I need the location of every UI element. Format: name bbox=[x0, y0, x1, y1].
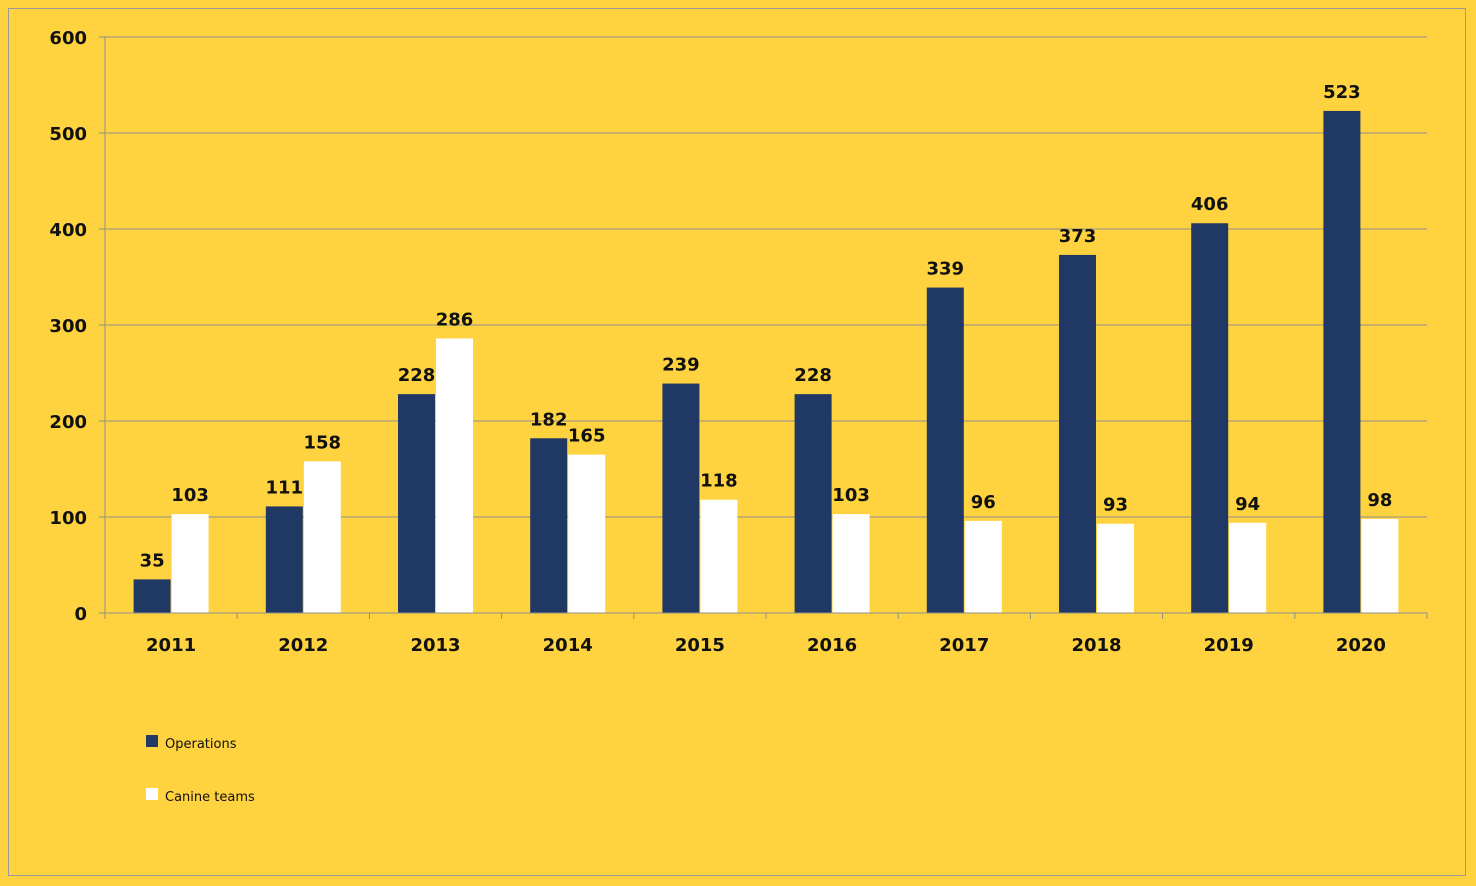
y-tick-label-300: 300 bbox=[49, 316, 87, 337]
y-tick-label-0: 0 bbox=[74, 604, 87, 625]
x-tick-label-2015: 2015 bbox=[675, 635, 725, 656]
x-tick-label-2012: 2012 bbox=[278, 635, 328, 656]
data-label-canine-teams-2013: 286 bbox=[436, 309, 474, 330]
data-label-operations-2015: 239 bbox=[662, 355, 700, 376]
bar-canine-teams-2016 bbox=[832, 514, 870, 613]
bar-operations-2012 bbox=[265, 506, 303, 613]
data-label-canine-teams-2016: 103 bbox=[832, 485, 870, 506]
bar-operations-2014 bbox=[530, 438, 568, 613]
bar-canine-teams-2020 bbox=[1361, 518, 1399, 613]
data-label-canine-teams-2020: 98 bbox=[1367, 490, 1392, 511]
legend-label-operations: Operations bbox=[165, 737, 237, 752]
legend-swatch-canine-teams bbox=[146, 788, 158, 800]
chart-border bbox=[8, 8, 1466, 876]
data-label-operations-2014: 182 bbox=[530, 409, 568, 430]
data-label-operations-2018: 373 bbox=[1059, 226, 1097, 247]
x-tick-label-2014: 2014 bbox=[543, 635, 593, 656]
legend: Operations Canine teams bbox=[146, 735, 255, 805]
bar-operations-2015 bbox=[662, 383, 700, 613]
data-label-canine-teams-2011: 103 bbox=[171, 485, 209, 506]
axes: 0 100 200 300 400 500 600 2011 2012 2013 2014 2015 2… bbox=[49, 28, 1428, 656]
x-tick-label-2011: 2011 bbox=[146, 635, 196, 656]
data-label-canine-teams-2012: 158 bbox=[304, 432, 342, 453]
x-tick-label-2019: 2019 bbox=[1204, 635, 1254, 656]
legend-swatch-operations bbox=[146, 735, 158, 747]
data-label-canine-teams-2018: 93 bbox=[1103, 495, 1128, 516]
bar-canine-teams-2014 bbox=[568, 454, 606, 613]
data-label-operations-2020: 523 bbox=[1323, 82, 1361, 103]
y-tick-label-600: 600 bbox=[49, 28, 87, 49]
data-label-canine-teams-2015: 118 bbox=[700, 471, 738, 492]
data-label-canine-teams-2019: 94 bbox=[1235, 494, 1260, 515]
bar-canine-teams-2011 bbox=[171, 514, 209, 613]
bar-operations-2018 bbox=[1059, 254, 1096, 614]
data-label-operations-2019: 406 bbox=[1191, 194, 1229, 215]
bar-canine-teams-2018 bbox=[1097, 523, 1134, 613]
x-tick-label-2013: 2013 bbox=[410, 635, 460, 656]
data-label-operations-2011: 35 bbox=[140, 550, 165, 571]
x-tick-label-2018: 2018 bbox=[1071, 635, 1121, 656]
bar-operations-2019 bbox=[1191, 223, 1229, 614]
data-label-operations-2017: 339 bbox=[927, 259, 965, 280]
bar-canine-teams-2015 bbox=[700, 499, 738, 613]
data-label-operations-2013: 228 bbox=[398, 365, 436, 386]
bars bbox=[133, 110, 1399, 614]
data-label-canine-teams-2014: 165 bbox=[568, 426, 606, 447]
data-label-operations-2012: 111 bbox=[266, 477, 304, 498]
bar-operations-2020 bbox=[1323, 110, 1361, 614]
data-label-operations-2016: 228 bbox=[794, 365, 832, 386]
data-label-canine-teams-2017: 96 bbox=[971, 492, 996, 513]
y-tick-label-100: 100 bbox=[49, 508, 87, 529]
bar-operations-2013 bbox=[398, 394, 435, 613]
legend-label-canine-teams: Canine teams bbox=[165, 790, 255, 805]
bar-operations-2011 bbox=[133, 579, 171, 613]
bar-canine-teams-2017 bbox=[964, 520, 1002, 613]
y-tick-label-500: 500 bbox=[49, 124, 87, 145]
bar-canine-teams-2012 bbox=[303, 461, 341, 613]
bar-operations-2017 bbox=[926, 287, 964, 613]
x-tick-label-2020: 2020 bbox=[1336, 635, 1386, 656]
x-tick-label-2017: 2017 bbox=[939, 635, 989, 656]
y-tick-label-200: 200 bbox=[49, 412, 87, 433]
bar-canine-teams-2013 bbox=[436, 338, 473, 613]
x-tick-label-2016: 2016 bbox=[807, 635, 857, 656]
y-tick-label-400: 400 bbox=[49, 220, 87, 241]
bar-canine-teams-2019 bbox=[1229, 522, 1267, 613]
bar-operations-2016 bbox=[794, 394, 832, 613]
